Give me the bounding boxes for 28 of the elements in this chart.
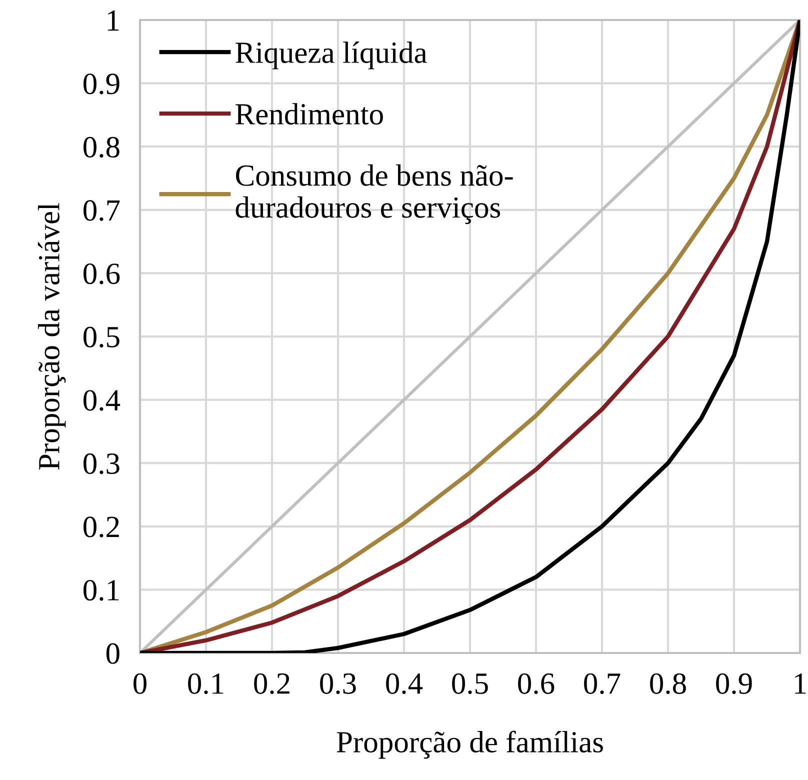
legend-label: Rendimento [236,103,383,125]
y-tick-label: 0.4 [84,390,120,411]
x-tick-label: 0.6 [518,673,554,694]
y-tick-label: 0.3 [84,453,120,474]
legend-label: Riqueza líquida [236,42,427,70]
y-tick-label: 1 [108,10,119,31]
line-series [140,20,800,653]
y-axis-title: Proporção da variável [38,203,66,470]
y-tick-label: 0 [106,643,120,664]
x-tick-label: 0.1 [188,673,224,694]
x-tick-label: 1 [795,673,806,694]
x-tick-label: 0 [134,673,146,694]
x-tick-label: 0.2 [254,673,290,694]
x-tick-label: 0.4 [386,673,423,694]
x-tick-label: 0.3 [320,673,356,694]
y-tick-label: 0.7 [84,200,120,221]
legend-label: Consumo de bens não- duradouros e serviços [236,164,513,224]
y-tick-label: 0.6 [84,263,120,284]
x-tick-label: 0.9 [716,673,752,694]
x-tick-label: 0.7 [584,673,620,694]
x-tick-label: 0.8 [650,673,686,694]
y-tick-label: 0.9 [84,74,120,94]
y-tick-label: 0.1 [84,580,119,601]
y-tick-label: 0.8 [84,136,120,158]
x-tick-label: 0.5 [452,673,488,694]
y-tick-label: 0.2 [84,516,119,538]
y-tick-label: 0.5 [84,326,120,348]
x-axis-title: Proporção de famílias [336,730,603,759]
